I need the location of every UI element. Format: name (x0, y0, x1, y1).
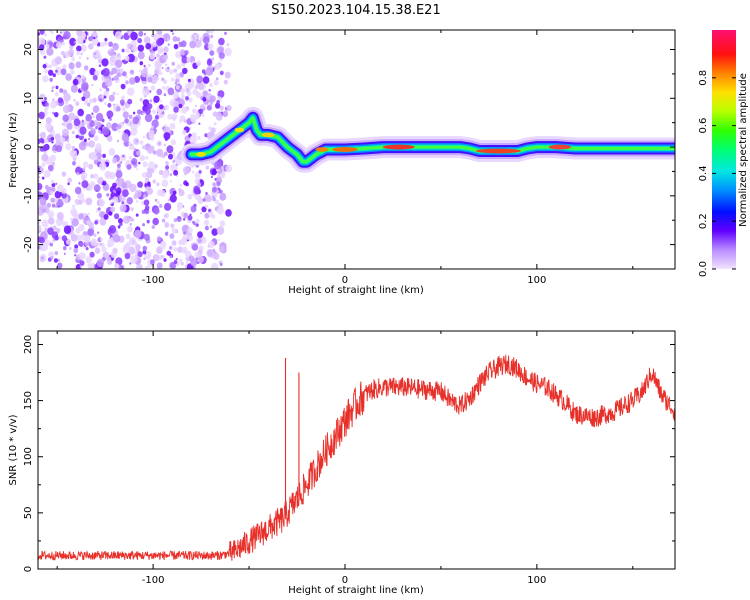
spectrogram-border (37, 29, 676, 270)
colorbar-label: Normalized spectral amplitude (738, 73, 749, 227)
colorbar-tick-label: 0.6 (698, 118, 709, 134)
snr-xtick-label: 100 (527, 575, 546, 586)
spectrogram-ytick-label: 10 (23, 92, 34, 105)
snr-xtick-label: 0 (342, 575, 348, 586)
snr-ytick-label: 200 (23, 335, 34, 354)
colorbar-tick-label: 0.8 (698, 70, 709, 86)
spectrogram-ytick-label: 0 (23, 144, 34, 150)
spectrogram-xtick-label: -100 (142, 275, 165, 286)
spectrogram-xtick-label: 0 (342, 275, 348, 286)
spectrogram-ytick-label: -20 (23, 236, 34, 252)
snr-plot-area (38, 354, 675, 561)
colorbar-gradient (712, 30, 736, 269)
colorbar-tick-label: 0.0 (698, 261, 709, 277)
spectral-ridge (180, 106, 675, 173)
snr-border (37, 330, 676, 570)
spectrogram-ylabel: Frequency (Hz) (8, 112, 19, 188)
snr-ytick-label: 50 (23, 507, 34, 520)
spectrogram-ytick-label: 20 (23, 43, 34, 56)
ridge-hotspots (196, 127, 572, 157)
colorbar-ticks: 0.0 0.2 0.4 0.6 0.8 (698, 70, 736, 277)
snr-panel: -100 0 100 0 50 100 150 200 Height of straight … (8, 330, 676, 596)
snr-ytick-label: 100 (23, 447, 34, 466)
figure-title: S150.2023.104.15.38.E21 (271, 3, 440, 18)
colorbar-tick-label: 0.2 (698, 213, 709, 229)
spectrogram-xlabel: Height of straight line (km) (288, 285, 424, 296)
snr-ylabel: SNR (10 * v/v) (8, 414, 19, 485)
spectrogram-xtick-label: 100 (527, 275, 546, 286)
snr-xlabel: Height of straight line (km) (288, 585, 424, 596)
snr-frame (38, 331, 675, 569)
spectrogram-ytick-label: -10 (23, 188, 34, 204)
snr-xtick-label: -100 (142, 575, 165, 586)
snr-series-line (38, 354, 675, 561)
snr-ytick-label: 0 (23, 566, 34, 572)
spectrogram-plot-area (38, 30, 675, 269)
colorbar-tick-label: 0.4 (698, 165, 709, 181)
colorbar: 0.0 0.2 0.4 0.6 0.8 Normalized spectral ampl… (698, 30, 749, 277)
snr-ytick-label: 150 (23, 391, 34, 410)
snr-ticks: -100 0 100 0 50 100 150 200 (23, 331, 675, 586)
